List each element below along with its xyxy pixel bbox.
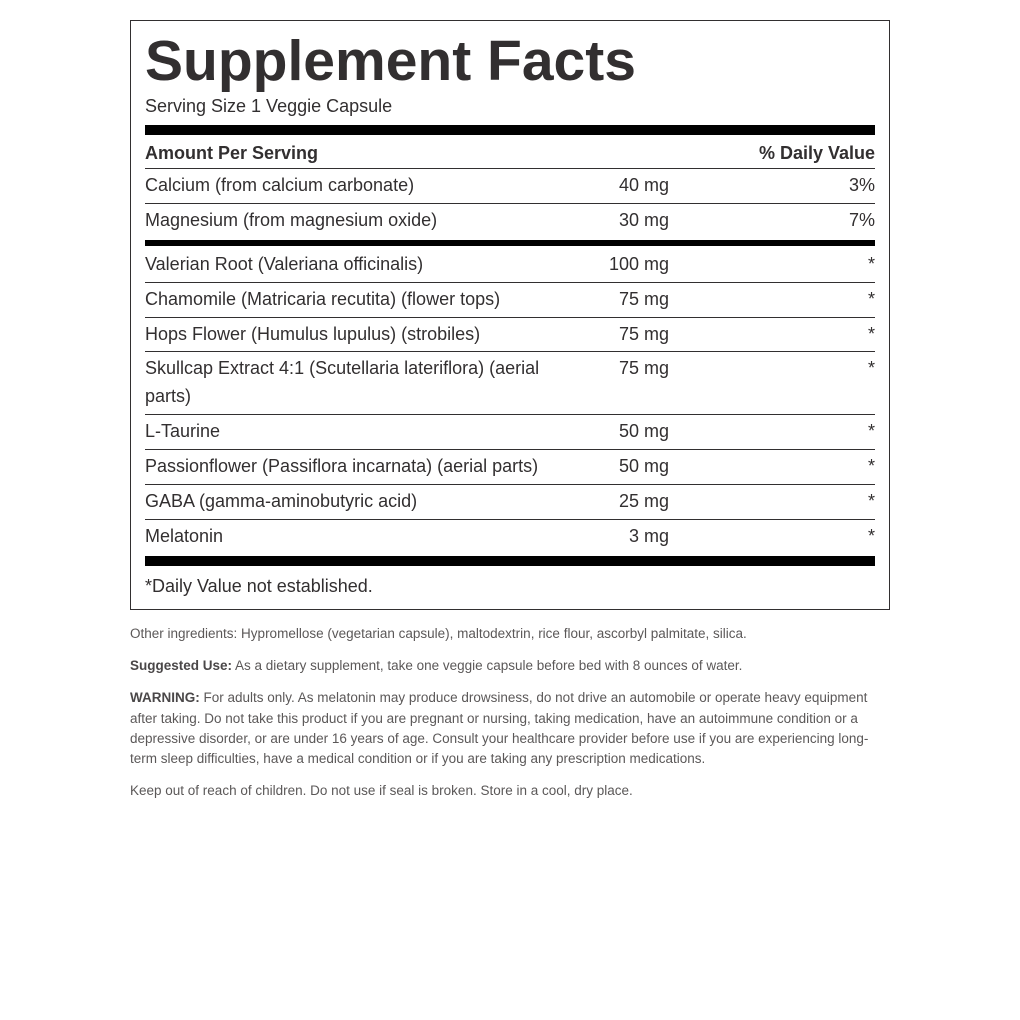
- table-row: Valerian Root (Valeriana officinalis)100…: [145, 250, 875, 280]
- ingredient-dv: *: [675, 251, 875, 279]
- table-row: L-Taurine50 mg*: [145, 417, 875, 447]
- ingredient-amount: 3 mg: [555, 523, 675, 551]
- ingredient-name: GABA (gamma-aminobutyric acid): [145, 488, 555, 516]
- suggested-use: Suggested Use: As a dietary supplement, …: [130, 656, 890, 676]
- table-row: Skullcap Extract 4:1 (Scutellaria lateri…: [145, 354, 875, 412]
- ingredient-dv: *: [675, 418, 875, 446]
- other-ingredients: Other ingredients: Hypromellose (vegetar…: [130, 624, 890, 644]
- warning-text: For adults only. As melatonin may produc…: [130, 690, 868, 766]
- ingredient-dv: *: [675, 355, 875, 383]
- table-row: Hops Flower (Humulus lupulus) (strobiles…: [145, 320, 875, 350]
- ingredient-dv: *: [675, 286, 875, 314]
- divider-thick: [145, 556, 875, 566]
- warning-label: WARNING:: [130, 690, 200, 705]
- ingredient-name: Magnesium (from magnesium oxide): [145, 207, 555, 235]
- table-row: Magnesium (from magnesium oxide)30 mg7%: [145, 206, 875, 236]
- ingredient-dv: 7%: [675, 207, 875, 235]
- table-row: Chamomile (Matricaria recutita) (flower …: [145, 285, 875, 315]
- warning: WARNING: For adults only. As melatonin m…: [130, 688, 890, 769]
- ingredient-name: L-Taurine: [145, 418, 555, 446]
- serving-size: Serving Size 1 Veggie Capsule: [145, 96, 875, 117]
- supplement-facts-panel: Supplement Facts Serving Size 1 Veggie C…: [130, 20, 890, 610]
- ingredient-amount: 30 mg: [555, 207, 675, 235]
- dv-footnote: *Daily Value not established.: [145, 572, 875, 599]
- divider-thin: [145, 519, 875, 520]
- ingredient-amount: 75 mg: [555, 286, 675, 314]
- table-row: Passionflower (Passiflora incarnata) (ae…: [145, 452, 875, 482]
- divider-medium: [145, 240, 875, 246]
- table-row: Calcium (from calcium carbonate)40 mg3%: [145, 171, 875, 201]
- divider-thick: [145, 125, 875, 135]
- divider-thin: [145, 203, 875, 204]
- ingredient-amount: 50 mg: [555, 453, 675, 481]
- ingredient-amount: 75 mg: [555, 355, 675, 383]
- herbal-section: Valerian Root (Valeriana officinalis)100…: [145, 250, 875, 552]
- minerals-section: Calcium (from calcium carbonate)40 mg3% M…: [145, 171, 875, 236]
- storage-note: Keep out of reach of children. Do not us…: [130, 781, 890, 801]
- ingredient-dv: *: [675, 321, 875, 349]
- divider-thin: [145, 351, 875, 352]
- ingredient-name: Chamomile (Matricaria recutita) (flower …: [145, 286, 555, 314]
- ingredient-amount: 25 mg: [555, 488, 675, 516]
- hdr-amount-per-serving: Amount Per Serving: [145, 143, 555, 164]
- divider-thin: [145, 414, 875, 415]
- panel-title: Supplement Facts: [145, 33, 875, 90]
- divider-thin: [145, 317, 875, 318]
- table-row: GABA (gamma-aminobutyric acid)25 mg*: [145, 487, 875, 517]
- ingredient-name: Calcium (from calcium carbonate): [145, 172, 555, 200]
- additional-info: Other ingredients: Hypromellose (vegetar…: [130, 624, 890, 802]
- ingredient-name: Skullcap Extract 4:1 (Scutellaria lateri…: [145, 355, 555, 411]
- ingredient-dv: 3%: [675, 172, 875, 200]
- divider-thin: [145, 282, 875, 283]
- ingredient-amount: 50 mg: [555, 418, 675, 446]
- ingredient-name: Passionflower (Passiflora incarnata) (ae…: [145, 453, 555, 481]
- ingredient-amount: 40 mg: [555, 172, 675, 200]
- ingredient-dv: *: [675, 488, 875, 516]
- suggested-use-text: As a dietary supplement, take one veggie…: [232, 658, 742, 673]
- ingredient-name: Valerian Root (Valeriana officinalis): [145, 251, 555, 279]
- divider-thin: [145, 168, 875, 169]
- suggested-use-label: Suggested Use:: [130, 658, 232, 673]
- ingredient-name: Melatonin: [145, 523, 555, 551]
- table-header: Amount Per Serving % Daily Value: [145, 141, 875, 166]
- hdr-daily-value: % Daily Value: [675, 143, 875, 164]
- ingredient-dv: *: [675, 453, 875, 481]
- ingredient-name: Hops Flower (Humulus lupulus) (strobiles…: [145, 321, 555, 349]
- table-row: Melatonin3 mg*: [145, 522, 875, 552]
- ingredient-amount: 75 mg: [555, 321, 675, 349]
- ingredient-amount: 100 mg: [555, 251, 675, 279]
- divider-thin: [145, 484, 875, 485]
- ingredient-dv: *: [675, 523, 875, 551]
- divider-thin: [145, 449, 875, 450]
